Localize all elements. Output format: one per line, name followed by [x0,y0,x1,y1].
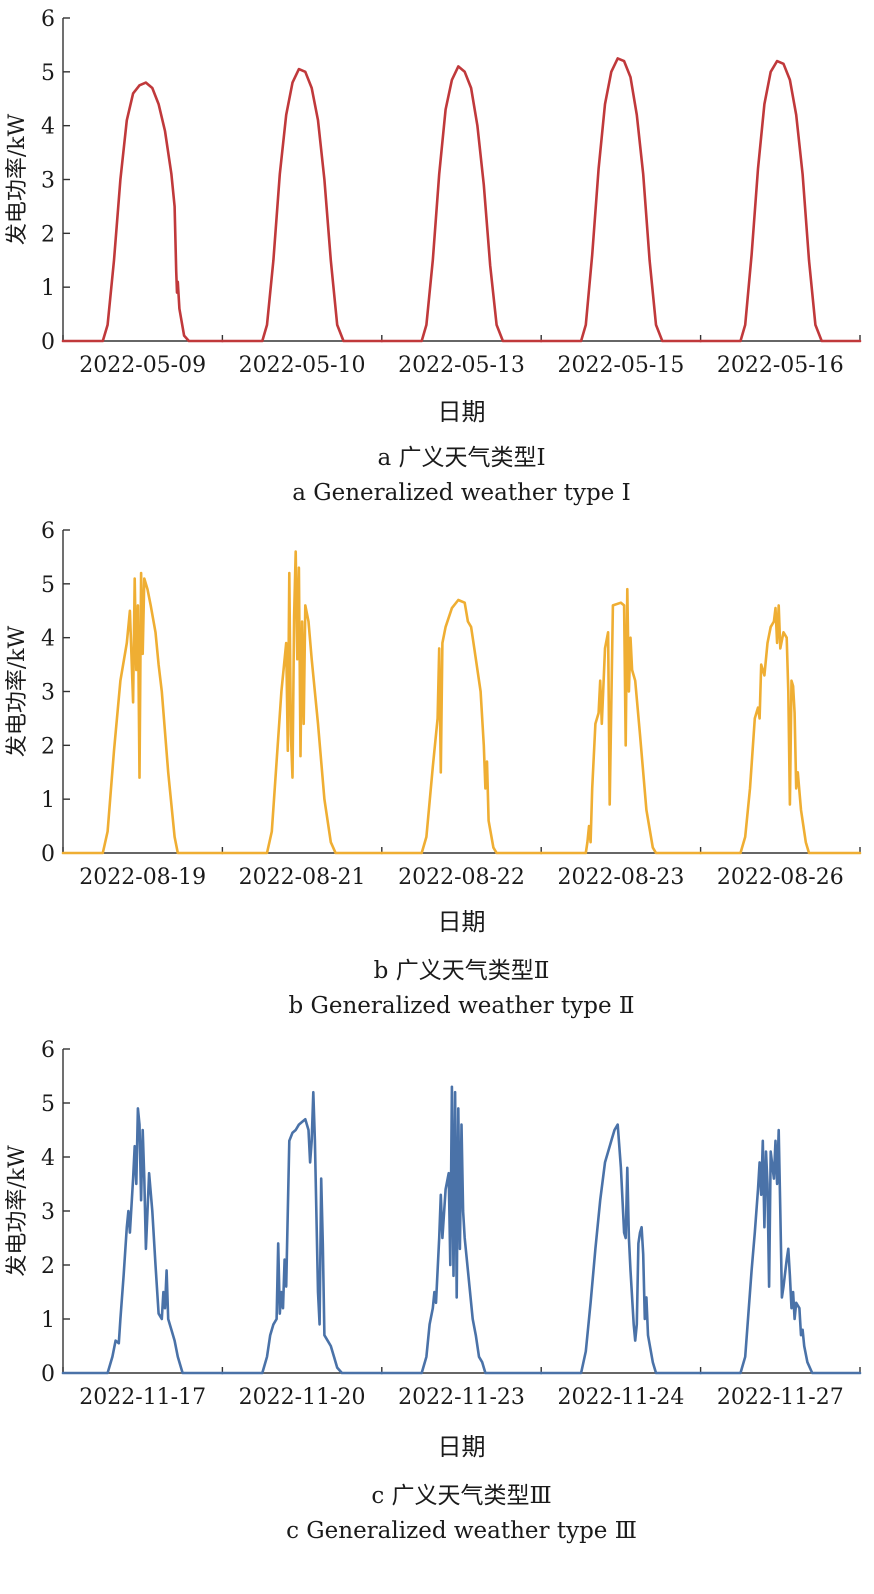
series-line-2022-11-17 [61,1107,224,1375]
y-tick-label: 5 [41,573,55,598]
series-line-2022-08-22 [380,598,543,855]
x-tick-label: 2022-08-19 [79,865,206,890]
x-tick-label: 2022-05-15 [557,353,684,378]
y-axis-label: 发电功率/kW [5,113,30,245]
x-axis-label: 日期 [438,908,486,936]
x-tick-label: 2022-11-27 [717,1385,844,1410]
caption-en: b Generalized weather type Ⅱ [288,993,634,1019]
chart-panel-c: 0 1 2 3 4 5 6 2022-11-17 2022-11-20 2022-11-23 202… [5,1038,862,1544]
x-axis-label: 日期 [438,398,486,426]
caption-cn: b 广义天气类型Ⅱ [374,958,550,984]
caption-en: a Generalized weather type Ⅰ [292,480,631,506]
y-tick-label: 0 [41,330,55,355]
series-line-2022-08-21 [221,550,384,855]
y-tick-label: 5 [41,61,55,86]
y-tick-label: 1 [41,1308,55,1333]
x-tick-label: 2022-11-24 [557,1385,684,1410]
y-tick-label: 3 [41,169,55,194]
x-tick-label: 2022-11-23 [398,1385,525,1410]
x-tick-label: 2022-11-20 [239,1385,366,1410]
x-tick-label: 2022-08-21 [239,865,366,890]
y-tick-label: 4 [41,115,55,140]
y-tick-label: 3 [41,681,55,706]
x-tick-label: 2022-05-16 [717,353,844,378]
y-tick-label: 0 [41,1362,55,1387]
series-line-2022-05-15 [539,57,702,343]
series-line-2022-05-10 [221,67,384,343]
series-line-2022-11-23 [380,1085,543,1375]
series-line-2022-05-13 [380,65,543,343]
series-line-2022-05-16 [699,59,862,343]
caption-cn: c 广义天气类型Ⅲ [371,1483,551,1509]
caption-cn: a 广义天气类型Ⅰ [377,445,545,471]
x-tick-label: 2022-11-17 [79,1385,206,1410]
x-tick-label: 2022-08-26 [717,865,844,890]
y-tick-label: 2 [41,1254,55,1279]
x-tick-label: 2022-05-13 [398,353,525,378]
caption-en: c Generalized weather type Ⅲ [286,1518,637,1544]
y-tick-label: 4 [41,1146,55,1171]
x-tick-label: 2022-08-22 [398,865,525,890]
series-line-2022-08-19 [61,571,224,855]
y-tick-label: 6 [41,1038,55,1063]
series-line-2022-05-09 [61,81,224,343]
y-axis-label: 发电功率/kW [5,625,30,757]
chart-panel-b: 0 1 2 3 4 5 6 2022-08-19 2022-08-21 2022-08-22 202… [5,519,862,1019]
x-tick-label: 2022-05-10 [239,353,366,378]
y-axis-label: 发电功率/kW [5,1145,30,1277]
y-tick-label: 5 [41,1092,55,1117]
x-axis-label: 日期 [438,1433,486,1461]
y-tick-label: 1 [41,276,55,301]
series-line-2022-08-26 [699,604,862,855]
series-line-2022-11-27 [699,1128,862,1375]
y-tick-label: 1 [41,788,55,813]
y-tick-label: 2 [41,734,55,759]
y-tick-label: 0 [41,842,55,867]
chart-panel-a: 0 1 2 3 4 5 6 2022-05-09 2022-05-10 2022-05-13 202… [5,7,862,506]
x-tick-label: 2022-05-09 [79,353,206,378]
y-tick-label: 3 [41,1200,55,1225]
y-tick-label: 4 [41,627,55,652]
series-line-2022-08-23 [539,587,702,855]
series-line-2022-11-24 [539,1123,702,1375]
x-tick-label: 2022-08-23 [557,865,684,890]
series-line-2022-11-20 [221,1090,384,1375]
y-tick-label: 6 [41,7,55,32]
y-tick-label: 6 [41,519,55,544]
y-tick-label: 2 [41,222,55,247]
